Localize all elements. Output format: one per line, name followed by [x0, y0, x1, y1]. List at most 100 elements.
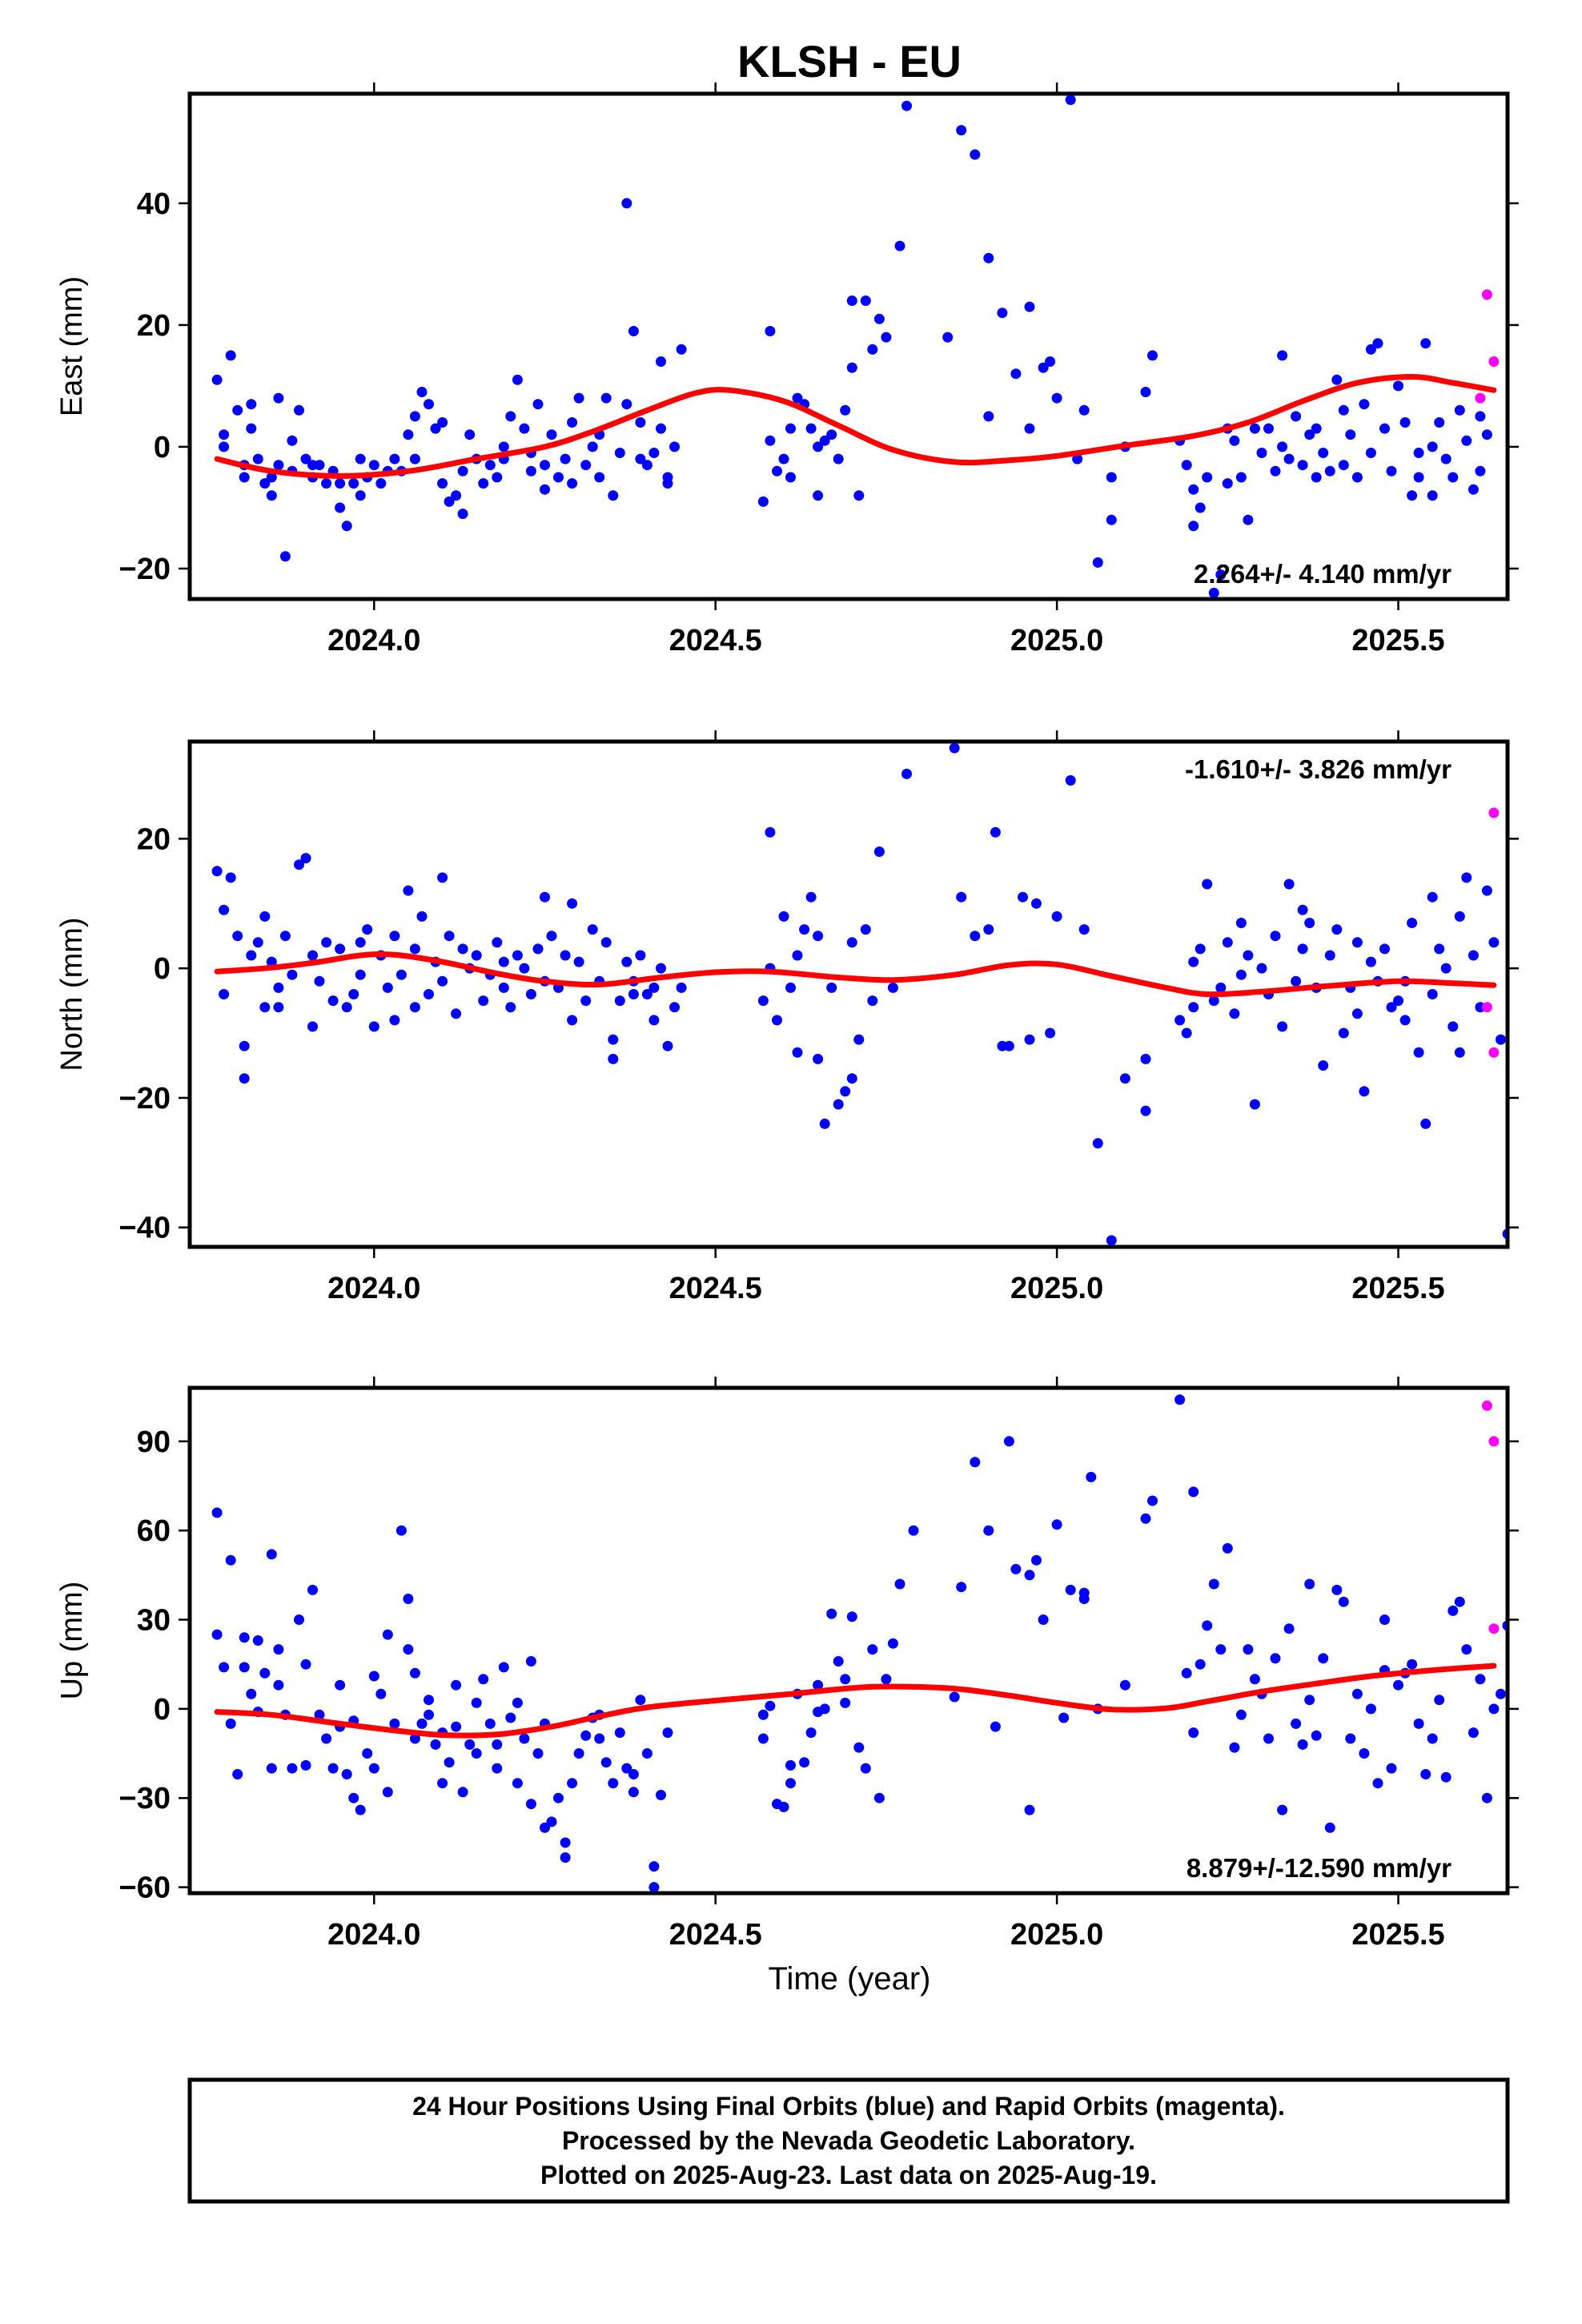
final-orbit-point	[594, 472, 605, 483]
final-orbit-point	[983, 924, 994, 935]
final-orbit-point	[211, 1507, 223, 1518]
final-orbit-point	[321, 1733, 332, 1744]
final-orbit-point	[1119, 1679, 1130, 1691]
plot-frame	[187, 739, 1510, 1249]
final-orbit-point	[355, 490, 366, 501]
final-orbit-point	[894, 240, 905, 251]
final-orbit-point	[1208, 1578, 1219, 1590]
final-orbit-point	[608, 1034, 619, 1045]
final-orbit-point	[1454, 404, 1465, 416]
final-orbit-point	[765, 1700, 776, 1711]
final-orbit-point	[805, 423, 817, 434]
y-tick-label: −20	[119, 553, 171, 586]
final-orbit-point	[1195, 502, 1206, 513]
final-orbit-point	[1434, 943, 1445, 955]
final-orbit-point	[1003, 1436, 1014, 1447]
final-orbit-point	[1045, 356, 1056, 367]
final-orbit-point	[1024, 301, 1035, 312]
final-orbit-point	[416, 911, 428, 922]
final-orbit-point	[409, 411, 420, 422]
final-orbit-point	[1372, 1778, 1383, 1789]
final-orbit-point	[1263, 1733, 1274, 1744]
data-layer	[211, 743, 1506, 1245]
final-orbit-point	[1291, 975, 1302, 987]
final-orbit-point	[287, 969, 298, 980]
final-orbit-point	[573, 956, 584, 967]
final-orbit-point	[1215, 982, 1227, 993]
final-orbit-point	[1379, 423, 1390, 434]
final-orbit-point	[1086, 1471, 1097, 1482]
final-orbit-point	[321, 478, 332, 489]
y-axis-label: North (mm)	[55, 917, 89, 1071]
final-orbit-point	[335, 502, 346, 513]
final-orbit-point	[1365, 344, 1376, 355]
final-orbit-point	[389, 1015, 400, 1026]
final-orbit-point	[656, 423, 666, 434]
north-panel: 2024.0 2024.5 2025.0 2025.5 −40 −20 0 20 North (…	[55, 730, 1519, 1305]
final-orbit-point	[525, 1656, 536, 1667]
final-orbit-point	[1277, 1021, 1288, 1032]
final-orbit-point	[840, 404, 851, 416]
final-orbit-point	[246, 1688, 257, 1699]
final-orbit-point	[1256, 448, 1267, 458]
final-orbit-point	[560, 950, 571, 961]
final-orbit-point	[1270, 1653, 1281, 1664]
final-orbit-point	[826, 429, 837, 440]
rapid-orbit-point	[1481, 289, 1492, 300]
final-orbit-point	[1202, 879, 1213, 890]
final-orbit-point	[805, 1727, 817, 1739]
final-orbit-point	[451, 1679, 462, 1691]
final-orbit-point	[1399, 1015, 1411, 1026]
final-orbit-point	[1024, 1804, 1035, 1815]
final-orbit-point	[219, 429, 230, 440]
final-orbit-point	[375, 1688, 387, 1699]
final-orbit-point	[287, 1763, 298, 1774]
trend-line	[214, 1663, 1497, 1739]
final-orbit-point	[785, 423, 796, 434]
final-orbit-point	[1277, 441, 1288, 452]
final-orbit-point	[956, 125, 967, 136]
final-orbit-point	[1318, 1060, 1329, 1071]
final-orbit-point	[1461, 435, 1472, 446]
final-orbit-point	[1481, 1792, 1492, 1803]
final-orbit-point	[478, 1674, 489, 1685]
final-orbit-point	[1440, 963, 1452, 974]
final-orbit-point	[1119, 1073, 1130, 1084]
final-orbit-point	[1331, 924, 1343, 935]
final-orbit-point	[567, 478, 578, 489]
final-orbit-point	[894, 1578, 905, 1590]
final-orbit-point	[484, 460, 496, 471]
final-orbit-point	[1051, 911, 1062, 922]
final-orbit-point	[587, 924, 598, 935]
final-orbit-point	[1365, 956, 1376, 967]
final-orbit-point	[1222, 937, 1233, 948]
final-orbit-point	[1010, 1563, 1022, 1574]
rapid-orbit-point	[1488, 1047, 1500, 1058]
final-orbit-point	[813, 441, 824, 452]
final-orbit-point	[525, 989, 536, 999]
final-orbit-point	[1338, 1027, 1349, 1039]
final-orbit-point	[1379, 1614, 1390, 1625]
final-orbit-point	[1222, 478, 1233, 489]
final-orbit-point	[471, 1697, 482, 1708]
final-orbit-point	[567, 898, 578, 909]
final-orbit-point	[873, 846, 885, 857]
footer-line-3: Plotted on 2025-Aug-23. Last data on 202…	[540, 2161, 1157, 2189]
final-orbit-point	[266, 472, 277, 483]
final-orbit-point	[451, 490, 462, 501]
final-orbit-point	[983, 252, 994, 263]
final-orbit-point	[1283, 1623, 1295, 1634]
final-orbit-point	[232, 404, 243, 416]
final-orbit-point	[457, 943, 468, 955]
final-orbit-point	[219, 1662, 230, 1673]
final-orbit-point	[1249, 1674, 1260, 1685]
rapid-orbit-point	[1481, 1002, 1492, 1013]
final-orbit-point	[424, 989, 434, 999]
final-orbit-point	[259, 911, 271, 922]
final-orbit-point	[252, 937, 263, 948]
final-orbit-point	[314, 460, 325, 471]
final-orbit-point	[498, 956, 509, 967]
final-orbit-point	[1078, 924, 1090, 935]
final-orbit-point	[1051, 392, 1062, 404]
final-orbit-point	[368, 460, 379, 471]
